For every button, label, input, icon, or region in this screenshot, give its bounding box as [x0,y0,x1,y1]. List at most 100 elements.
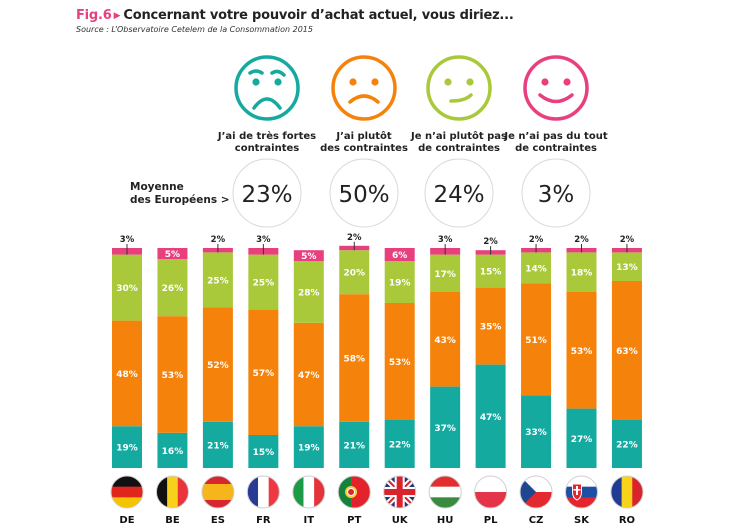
bar-data-label: 2% [529,235,544,245]
bar-segment [112,426,142,468]
face-brow [270,69,286,77]
slovakia-flag-icon [565,476,598,508]
flag-border [246,475,280,509]
bar-data-label: 3% [120,235,135,245]
bar-data-label: 13% [616,263,638,273]
flag-cross [383,489,416,495]
flag-stripe [351,476,371,508]
bar-group-it: 19% 47% 28% 5% [293,250,324,468]
flag-border [383,475,417,509]
bar-data-label: 3% [438,235,453,245]
flag-border [201,475,235,509]
average-label-line1: Moyenne [130,181,184,193]
triangle-icon: ▶ [113,11,121,21]
country-label: DE [119,515,134,526]
bar-segment [112,320,142,427]
bar-segment [430,386,461,468]
average-value: 24% [433,182,484,208]
bar-segment [293,250,324,262]
bar-data-label: 47% [480,413,502,423]
bar-data-label: 5% [301,252,316,262]
bar-segment [566,408,597,468]
flag-stripe [621,476,633,508]
flag-border [565,475,598,509]
bar-data-label: 52% [207,361,229,371]
bar-data-label: 53% [389,358,411,368]
average-value: 3% [538,182,575,208]
bar-data-label: 25% [207,276,229,286]
bar-group-fr: 15% 57% 25% 3% [248,235,279,468]
bar-segment [611,281,642,420]
face-outline [331,55,397,121]
flag-stripe [111,486,143,498]
bar-segment [202,252,233,308]
average-circle [232,158,302,228]
bar-segment [157,432,188,468]
flag-stripe [268,476,280,508]
flag-border [110,475,144,509]
bar-data-label: 20% [343,269,365,279]
chart-title: Fig.6 ▶ Concernant votre pouvoir d’achat a… [76,8,514,23]
average-value: 23% [241,182,292,208]
flag-stripe [201,484,234,500]
flag-stripe [303,476,315,508]
bar-data-label: 53% [571,347,593,357]
bar-group-uk: 22% 53% 19% 6% [384,248,415,468]
face-eye [371,78,379,86]
bar-group-pl: 47% 35% 15% 2% [475,237,506,468]
flag-stripe [632,476,643,508]
bar-data-label: 19% [389,279,411,289]
legend-label-line1: J’ai de très fortes [217,130,316,142]
face-eye [541,78,549,86]
spain-flag-icon [201,476,234,508]
bar-segment [521,252,552,284]
flag-border [292,475,326,509]
face-eye [349,78,357,86]
legend-label-line2: contraintes [235,143,299,154]
country-label: SK [574,515,590,526]
flag-stripe [314,476,325,508]
bar-data-label: 19% [298,444,320,454]
bar-data-label: 2% [347,233,362,243]
bar-segment [430,254,461,292]
bar-data-label: 18% [571,269,593,279]
face-outline [426,55,492,121]
uk-flag-icon [383,476,416,508]
bar-segment [566,252,597,292]
country-label: HU [437,515,454,526]
flag-stripe [565,497,598,508]
bar-segment [384,248,415,262]
flag-border [428,475,462,509]
country-label: CZ [529,515,544,526]
face-eye [466,78,474,86]
bar-segment [475,254,506,288]
face-eye [252,78,260,86]
flag-border [610,475,644,509]
face-outline [523,55,589,121]
average-circle [521,158,591,228]
face-mouth [348,94,380,104]
bar-data-label: 3% [256,235,271,245]
bar-segment [339,250,370,295]
very-sad-face-icon [234,55,300,121]
country-label: PT [347,515,361,526]
bar-data-label: 37% [434,424,456,434]
bar-segment [384,419,415,468]
bar-segment [384,303,415,420]
flag-stripe [258,476,270,508]
flag-stripe [111,497,143,508]
source-note: Source : L’Observatoire Cetelem de la Co… [76,25,313,34]
flag-stripe [429,497,462,508]
bar-data-label: 51% [525,336,547,346]
bar-group-es: 21% 52% 25% 2% [202,235,233,468]
country-label: IT [304,515,315,526]
face-outline [234,55,300,121]
bar-segment [611,252,642,281]
country-label: BE [165,515,180,526]
flag-stripe [565,476,598,488]
bar-segment [157,248,188,259]
bar-segment [566,292,597,409]
bar-segment [202,421,233,468]
bar-data-label: 47% [298,371,320,381]
